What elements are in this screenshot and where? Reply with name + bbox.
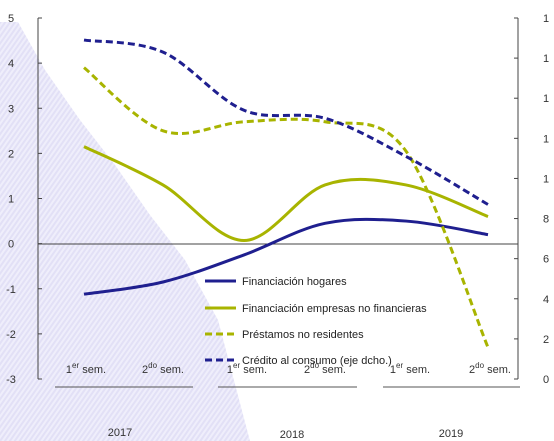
x-tick-label: 2do sem.	[304, 361, 346, 376]
left-tick-label: 5	[8, 13, 14, 25]
series-line-no-residentes	[83, 66, 490, 348]
x-tick-label: 1er sem.	[390, 361, 430, 376]
right-tick-label: 1	[543, 173, 549, 185]
shaded-area	[0, 22, 250, 441]
right-tick-label: 1	[543, 13, 549, 25]
right-tick-label: 0	[543, 374, 549, 386]
legend-label-empresas: Financiación empresas no financieras	[242, 303, 427, 315]
legend-label-consumo: Crédito al consumo (eje dcho.)	[242, 355, 392, 367]
right-tick-label: 1	[543, 53, 549, 65]
left-tick-label: 1	[8, 194, 14, 206]
x-tick-label: 1er sem.	[66, 361, 106, 376]
right-axis-ticks: 0 2 4 6 8 1 1 1 1 1	[514, 13, 549, 386]
right-tick-label: 4	[543, 294, 549, 306]
left-tick-label: -1	[6, 284, 16, 296]
right-tick-label: 8	[543, 214, 549, 226]
series-lines	[83, 38, 490, 348]
left-tick-label: -3	[6, 374, 16, 386]
right-tick-label: 1	[543, 93, 549, 105]
legend-label-no-residentes: Préstamos no residentes	[242, 329, 364, 341]
left-tick-label: 4	[8, 58, 14, 70]
year-label-2018: 2018	[280, 429, 304, 441]
left-tick-label: 3	[8, 103, 14, 115]
left-axis-ticks: -3 -2 -1 0 1 2 3 4 5	[6, 13, 42, 386]
year-label-2019: 2019	[439, 428, 463, 440]
x-tick-label: 1er sem.	[227, 361, 267, 376]
x-axis-ticks: 1er sem. 2do sem. 1er sem. 2do sem. 1er sem.…	[66, 361, 511, 376]
left-tick-label: -2	[6, 329, 16, 341]
series-line-hogares	[83, 217, 489, 296]
series-line-empresas	[83, 145, 489, 242]
x-tick-label: 2do sem.	[142, 361, 184, 376]
right-tick-label: 2	[543, 334, 549, 346]
x-tick-label: 2do sem.	[469, 361, 511, 376]
series-line-consumo	[83, 38, 489, 206]
legend-label-hogares: Financiación hogares	[242, 276, 347, 288]
left-tick-label: 2	[8, 148, 14, 160]
left-tick-label: 0	[8, 239, 14, 251]
right-tick-label: 1	[543, 133, 549, 145]
legend: Financiación hogares Financiación empres…	[205, 276, 427, 367]
year-label-2017: 2017	[108, 427, 132, 439]
right-tick-label: 6	[543, 254, 549, 266]
